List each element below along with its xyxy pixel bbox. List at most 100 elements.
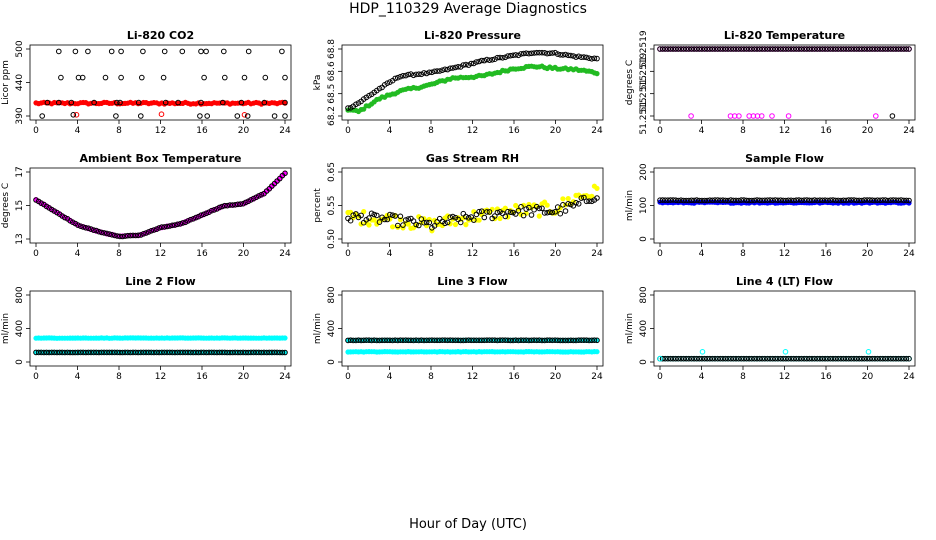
x-tick-label: 12 bbox=[779, 372, 790, 382]
data-point bbox=[478, 337, 485, 344]
data-point bbox=[835, 355, 842, 362]
x-tick-label: 24 bbox=[591, 372, 603, 382]
series-yellow bbox=[345, 183, 600, 234]
data-point bbox=[476, 58, 482, 65]
data-point bbox=[410, 218, 417, 224]
data-point bbox=[481, 337, 488, 344]
data-point bbox=[898, 197, 904, 203]
data-point bbox=[413, 221, 419, 228]
data-point bbox=[691, 197, 697, 204]
x-tick-label: 0 bbox=[345, 372, 351, 382]
y-tick-label: 68.6 bbox=[327, 61, 337, 81]
data-point bbox=[363, 337, 370, 344]
data-point bbox=[127, 232, 134, 239]
data-point bbox=[242, 349, 249, 356]
panel-title: Line 4 (LT) Flow bbox=[736, 275, 833, 288]
panel-title: Line 3 Flow bbox=[437, 275, 507, 288]
data-point bbox=[539, 205, 545, 212]
data-point bbox=[906, 46, 912, 52]
data-point bbox=[840, 355, 847, 362]
data-point bbox=[865, 349, 872, 355]
data-point bbox=[279, 349, 286, 356]
data-point bbox=[193, 214, 199, 221]
y-tick-label: 500 bbox=[15, 40, 25, 57]
x-tick-label: 8 bbox=[428, 126, 434, 136]
data-point bbox=[124, 232, 131, 239]
data-point bbox=[785, 46, 792, 52]
data-point bbox=[145, 349, 152, 356]
x-tick-label: 12 bbox=[467, 372, 478, 382]
data-point bbox=[426, 69, 433, 76]
y-tick-label: 13 bbox=[15, 233, 25, 244]
data-point bbox=[77, 349, 84, 356]
data-point bbox=[423, 337, 430, 344]
data-point bbox=[200, 349, 207, 356]
x-tick-label: 16 bbox=[508, 126, 520, 136]
data-point bbox=[198, 99, 204, 106]
data-point bbox=[118, 74, 124, 81]
data-point bbox=[195, 349, 202, 356]
data-point bbox=[250, 195, 257, 202]
data-point bbox=[843, 197, 849, 204]
y-tick-label: 440 bbox=[15, 74, 25, 91]
data-point bbox=[565, 196, 571, 202]
data-point bbox=[827, 46, 834, 52]
y-axis-label: ml/min bbox=[1, 313, 11, 344]
data-point bbox=[743, 197, 750, 204]
x-tick-label: 4 bbox=[75, 372, 81, 382]
data-point bbox=[877, 46, 884, 52]
data-point bbox=[748, 197, 755, 204]
series-black bbox=[345, 49, 600, 111]
data-point bbox=[193, 349, 199, 356]
data-point bbox=[754, 46, 760, 52]
data-point bbox=[376, 337, 383, 344]
data-point bbox=[455, 337, 461, 344]
data-point bbox=[434, 337, 440, 344]
data-point bbox=[206, 349, 212, 356]
data-point bbox=[764, 197, 771, 203]
data-point bbox=[282, 335, 288, 341]
data-point bbox=[224, 349, 231, 356]
y-tick-label: 51.2515 bbox=[639, 75, 649, 112]
data-point bbox=[859, 197, 865, 204]
series-green bbox=[345, 63, 600, 115]
data-point bbox=[750, 113, 757, 119]
data-point bbox=[361, 106, 367, 112]
data-point bbox=[728, 46, 734, 52]
data-point bbox=[130, 232, 136, 239]
data-point bbox=[793, 355, 800, 362]
data-point bbox=[510, 337, 516, 344]
data-point bbox=[885, 46, 891, 52]
data-point bbox=[696, 46, 703, 52]
data-point bbox=[450, 213, 456, 220]
data-point bbox=[526, 50, 532, 57]
data-point bbox=[138, 349, 144, 356]
data-point bbox=[782, 349, 789, 355]
data-point bbox=[261, 99, 268, 106]
data-point bbox=[680, 46, 687, 52]
panel-line-4-lt-flow: Line 4 (LT) Flow ml/min 0 4 8 12 16 20 24 0 400 800 bbox=[625, 275, 916, 382]
data-point bbox=[190, 349, 197, 356]
data-point bbox=[819, 355, 826, 362]
data-point bbox=[347, 217, 354, 224]
data-point bbox=[518, 204, 524, 210]
data-point bbox=[578, 337, 585, 344]
data-point bbox=[463, 213, 469, 220]
data-point bbox=[221, 202, 228, 209]
data-point bbox=[861, 197, 868, 203]
data-point bbox=[728, 197, 734, 203]
data-point bbox=[701, 197, 708, 204]
panel-ambient-box-temperature: Ambient Box Temperature degrees C 0 4 8 12 16 2… bbox=[1, 152, 292, 259]
data-point bbox=[853, 355, 860, 362]
data-point bbox=[547, 337, 553, 344]
x-tick-label: 4 bbox=[387, 372, 393, 382]
data-point bbox=[688, 197, 695, 204]
data-point bbox=[127, 349, 134, 356]
data-point bbox=[767, 46, 773, 52]
data-point bbox=[722, 197, 729, 204]
data-point bbox=[704, 355, 711, 362]
y-tick-label: 0 bbox=[15, 359, 25, 365]
data-point bbox=[845, 46, 852, 52]
data-point bbox=[512, 337, 519, 344]
data-point bbox=[838, 355, 844, 362]
